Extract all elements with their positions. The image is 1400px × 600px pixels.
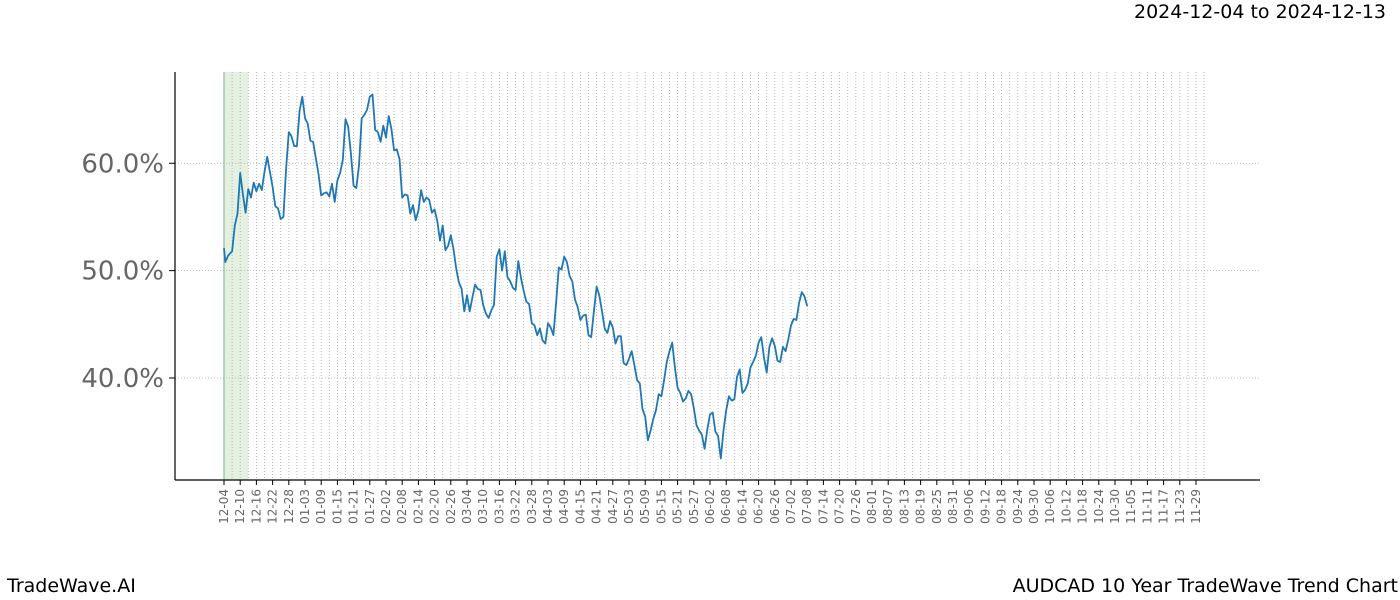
x-tick-label: 12-28 [282, 489, 296, 524]
highlight-band-layer [223, 72, 249, 480]
x-tick-label: 03-04 [460, 489, 474, 524]
x-tick-label: 09-24 [1011, 489, 1025, 524]
x-tick-label: 05-21 [671, 489, 685, 524]
x-tick-label: 01-27 [363, 489, 377, 524]
x-tick-label: 11-17 [1157, 489, 1171, 524]
series-layer [223, 93, 809, 460]
x-tick-label: 05-27 [687, 489, 701, 524]
date-range-label: 2024-12-04 to 2024-12-13 [1134, 1, 1386, 23]
y-tick-label: 50.0% [81, 257, 164, 287]
x-tick-label: 08-13 [897, 489, 911, 524]
x-tick-label: 03-22 [509, 489, 523, 524]
x-tick-label: 05-03 [622, 489, 636, 524]
x-tick-label: 02-02 [379, 489, 393, 524]
x-tick-label: 01-21 [347, 489, 361, 524]
x-tick-label: 12-16 [249, 489, 263, 524]
x-tick-label: 09-06 [962, 489, 976, 524]
x-tick-label: 09-30 [1027, 489, 1041, 524]
x-tick-label: 08-31 [946, 489, 960, 524]
x-tick-label: 12-04 [217, 489, 231, 524]
x-tick-label: 04-03 [541, 489, 555, 524]
x-tick-label: 11-05 [1124, 489, 1138, 524]
x-tick-label: 10-24 [1092, 489, 1106, 524]
x-tick-label: 12-10 [233, 489, 247, 524]
x-tick-label: 07-02 [784, 489, 798, 524]
y-tick-label: 40.0% [81, 364, 164, 394]
axes-layer [174, 72, 1260, 481]
y-tick-labels: 40.0% 50.0% 60.0% [81, 149, 175, 394]
x-tick-label: 10-30 [1108, 489, 1122, 524]
vertical-grid-layer [223, 72, 1205, 480]
x-tick-label: 01-15 [330, 489, 344, 524]
brand-label: TradeWave.AI [7, 575, 136, 597]
x-tick-label: 08-19 [914, 489, 928, 524]
x-tick-label: 07-26 [849, 489, 863, 524]
x-tick-label: 05-09 [638, 489, 652, 524]
x-tick-label: 08-25 [930, 489, 944, 524]
x-tick-label: 06-26 [768, 489, 782, 524]
x-tick-label: 04-21 [590, 489, 604, 524]
x-tick-labels: 12-04 12-10 12-16 12-22 12-28 01-03 01-09 01-15… [217, 480, 1203, 524]
chart-title: AUDCAD 10 Year TradeWave Trend Chart [1012, 575, 1398, 597]
highlight-band [224, 72, 249, 480]
x-tick-label: 05-15 [654, 489, 668, 524]
x-tick-label: 03-10 [476, 489, 490, 524]
x-tick-label: 02-14 [411, 489, 425, 524]
x-tick-label: 08-01 [865, 489, 879, 524]
trend-series-line [223, 93, 809, 460]
x-tick-label: 10-12 [1059, 489, 1073, 524]
x-tick-label: 07-08 [800, 489, 814, 524]
x-tick-label: 06-14 [735, 489, 749, 524]
x-tick-label: 04-27 [606, 489, 620, 524]
x-tick-label: 01-03 [298, 489, 312, 524]
x-tick-label: 08-07 [881, 489, 895, 524]
x-tick-label: 06-20 [752, 489, 766, 524]
x-tick-label: 09-12 [978, 489, 992, 524]
x-tick-label: 06-02 [703, 489, 717, 524]
x-tick-label: 02-08 [395, 489, 409, 524]
x-tick-label: 12-22 [266, 489, 280, 524]
x-tick-label: 02-26 [444, 489, 458, 524]
x-tick-label: 01-09 [314, 489, 328, 524]
x-tick-label: 10-06 [1043, 489, 1057, 524]
x-tick-label: 06-08 [719, 489, 733, 524]
y-tick-label: 60.0% [81, 149, 164, 179]
x-tick-label: 04-09 [557, 489, 571, 524]
x-tick-label: 11-29 [1189, 489, 1203, 524]
x-tick-label: 11-11 [1140, 489, 1154, 524]
x-tick-label: 10-18 [1076, 489, 1090, 524]
x-tick-label: 07-14 [816, 489, 830, 524]
x-tick-label: 04-15 [573, 489, 587, 524]
x-tick-label: 11-23 [1173, 489, 1187, 524]
x-tick-label: 09-18 [995, 489, 1009, 524]
x-tick-label: 07-20 [833, 489, 847, 524]
horizontal-grid-layer [175, 162, 1260, 379]
x-tick-label: 03-16 [492, 489, 506, 524]
x-tick-label: 03-28 [525, 489, 539, 524]
x-tick-label: 02-20 [428, 489, 442, 524]
